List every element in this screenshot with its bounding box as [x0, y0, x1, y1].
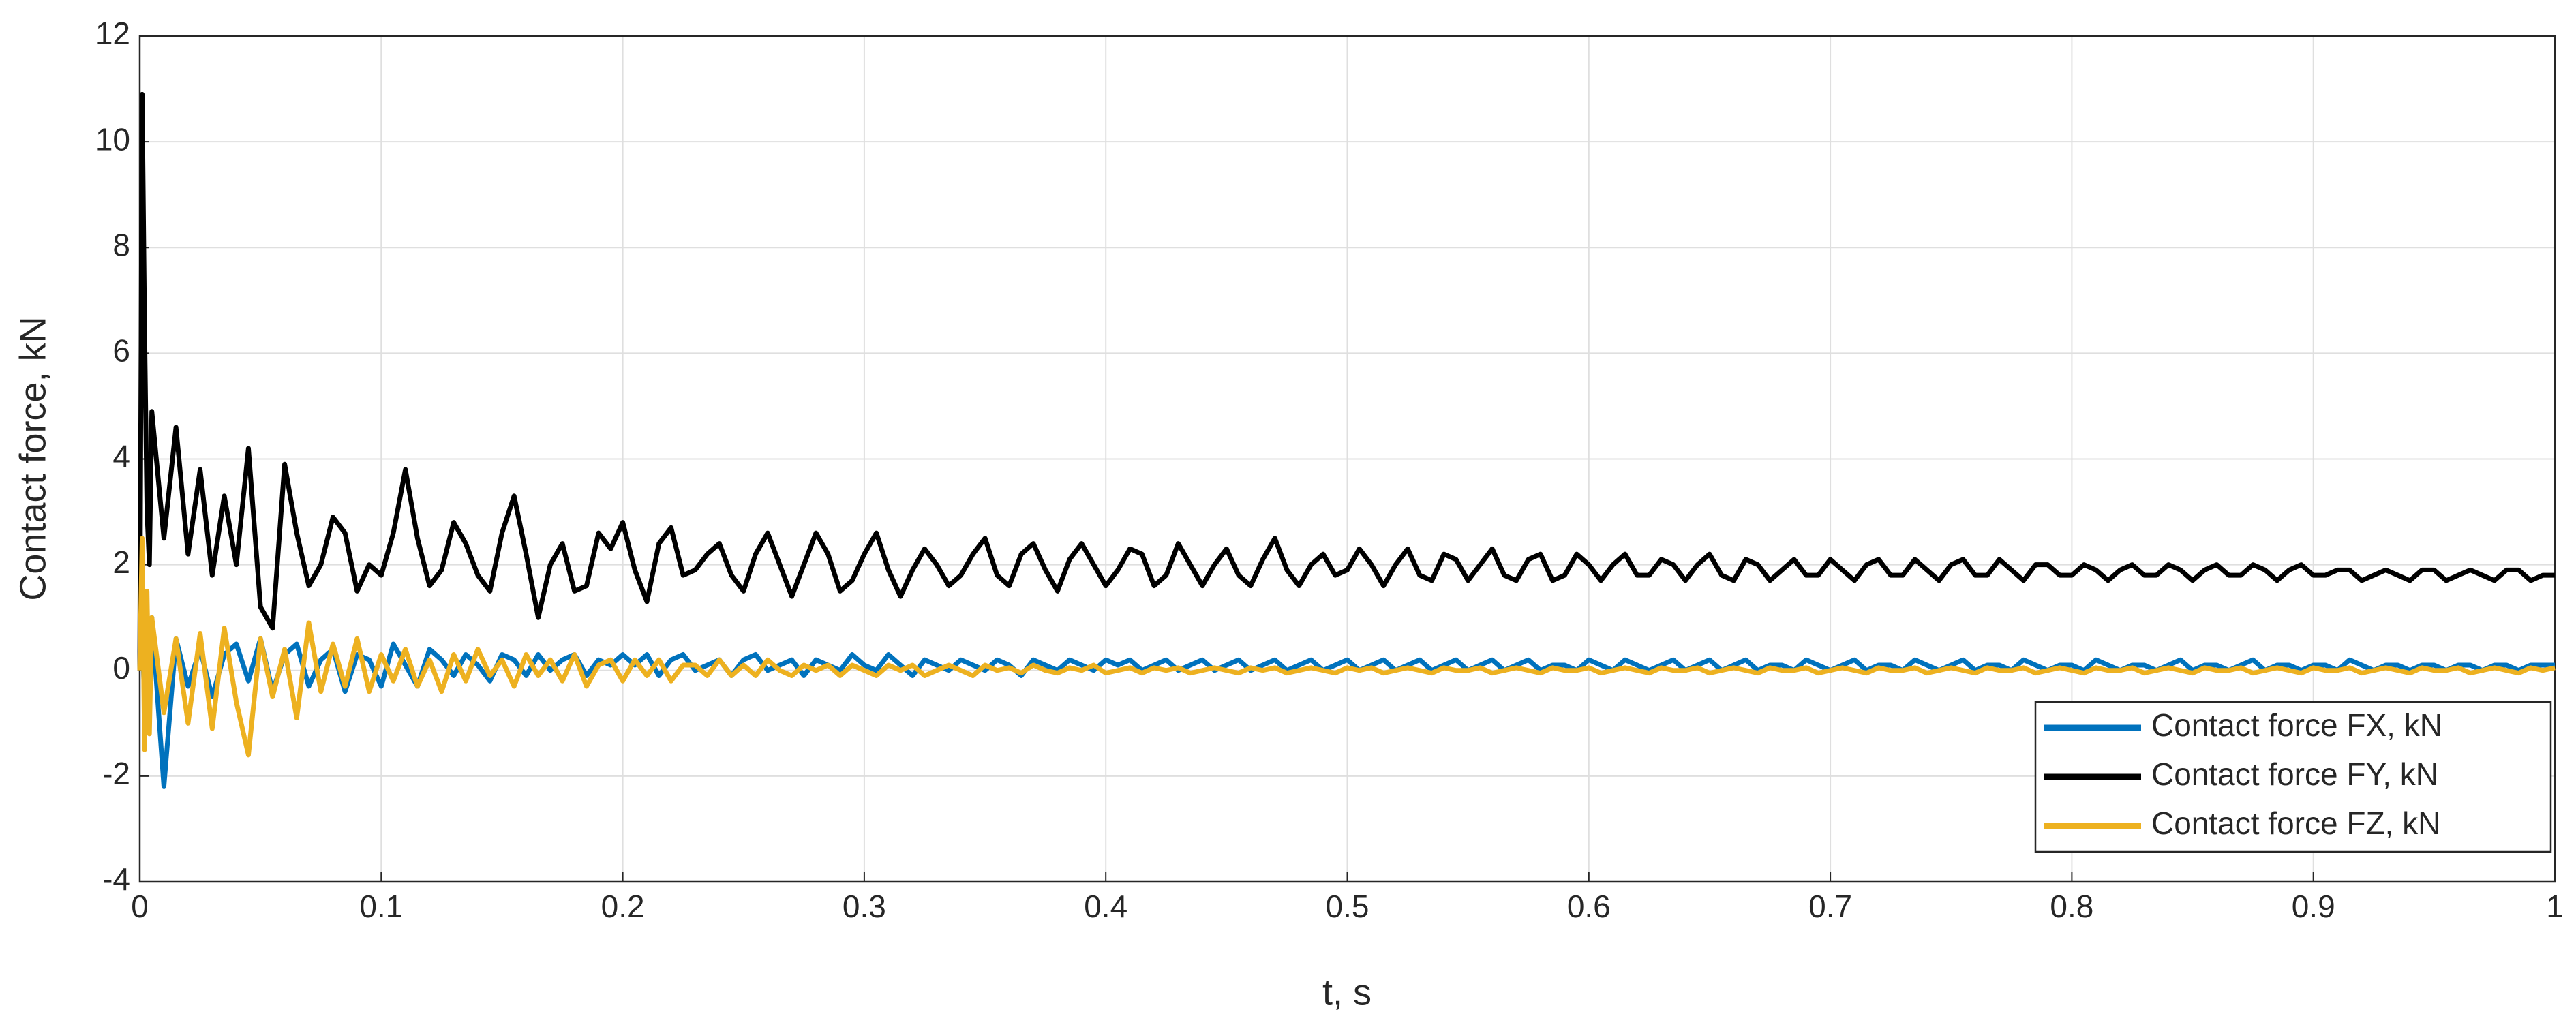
- y-tick-label: 2: [112, 544, 130, 580]
- x-tick-label: 0.7: [1808, 889, 1852, 924]
- y-tick-label: -4: [102, 861, 130, 897]
- legend-label: Contact force FY, kN: [2151, 756, 2438, 792]
- x-tick-label: 0.8: [2050, 889, 2093, 924]
- y-axis-label: Contact force, kN: [12, 316, 53, 600]
- y-tick-label: 4: [112, 439, 130, 474]
- x-tick-label: 1: [2546, 889, 2564, 924]
- legend-label: Contact force FZ, kN: [2151, 805, 2440, 841]
- x-tick-label: 0.3: [843, 889, 886, 924]
- x-tick-label: 0.6: [1567, 889, 1611, 924]
- x-tick-label: 0.9: [2292, 889, 2335, 924]
- y-tick-label: -2: [102, 756, 130, 791]
- y-tick-label: 8: [112, 227, 130, 262]
- x-tick-label: 0.2: [601, 889, 645, 924]
- x-tick-label: 0.4: [1084, 889, 1127, 924]
- y-tick-label: 0: [112, 650, 130, 686]
- data-line: [137, 536, 2556, 758]
- y-tick-label: 6: [112, 333, 130, 369]
- y-tick-label: 12: [95, 16, 130, 51]
- x-tick-label: 0: [131, 889, 149, 924]
- x-axis-label: t, s: [1322, 972, 1372, 1013]
- data-line: [137, 91, 2555, 671]
- x-tick-label: 0.1: [359, 889, 403, 924]
- x-tick-label: 0.5: [1326, 889, 1369, 924]
- y-tick-label: 10: [95, 121, 130, 157]
- legend-label: Contact force FX, kN: [2151, 707, 2442, 743]
